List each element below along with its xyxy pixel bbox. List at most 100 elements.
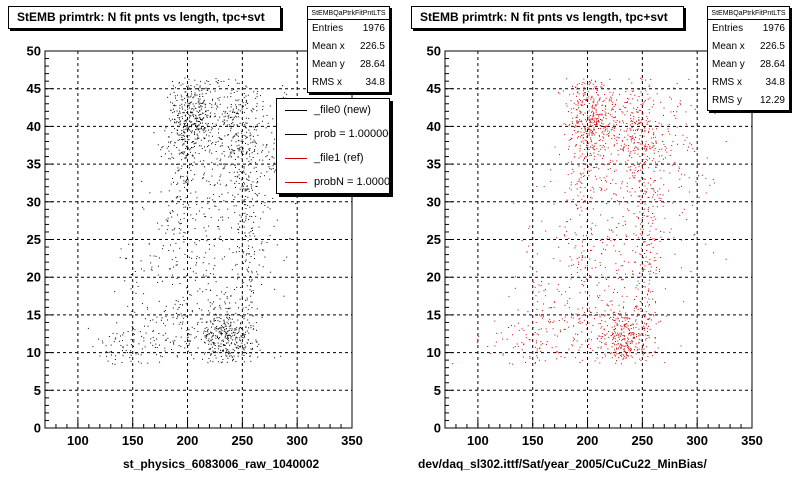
data-point xyxy=(259,349,261,351)
data-point xyxy=(609,352,611,354)
data-point xyxy=(568,145,570,147)
data-point xyxy=(240,327,242,328)
data-point xyxy=(578,256,580,258)
data-point xyxy=(141,348,143,350)
data-point xyxy=(604,130,606,132)
data-point xyxy=(638,283,640,285)
data-point xyxy=(625,342,627,344)
data-point xyxy=(536,308,538,310)
data-point xyxy=(252,315,254,317)
data-point xyxy=(244,347,246,349)
data-point xyxy=(576,95,577,97)
data-point xyxy=(660,123,662,125)
data-point xyxy=(632,137,634,139)
data-point xyxy=(289,238,291,240)
data-point xyxy=(685,111,687,113)
data-point xyxy=(199,117,201,119)
data-point xyxy=(596,125,598,127)
data-point xyxy=(218,179,220,181)
data-point xyxy=(621,339,623,341)
data-point xyxy=(186,112,188,114)
data-point xyxy=(586,133,588,135)
data-point xyxy=(252,233,254,235)
data-point xyxy=(581,252,583,254)
data-point xyxy=(533,333,535,335)
data-point xyxy=(114,363,116,365)
data-point xyxy=(636,216,638,218)
data-point xyxy=(221,333,223,335)
data-point xyxy=(194,142,196,144)
data-point xyxy=(283,260,285,262)
data-point xyxy=(190,334,192,336)
data-point xyxy=(537,357,538,359)
data-point xyxy=(165,127,167,129)
data-point xyxy=(656,128,657,130)
data-point xyxy=(620,328,622,330)
data-point xyxy=(209,320,211,322)
data-point xyxy=(605,143,607,145)
data-point xyxy=(610,99,612,101)
data-point xyxy=(536,355,538,357)
data-point xyxy=(544,288,546,290)
data-point xyxy=(608,285,610,287)
data-point xyxy=(243,97,245,99)
data-point xyxy=(627,346,629,348)
data-point xyxy=(138,343,140,345)
data-point xyxy=(635,334,637,336)
data-point xyxy=(585,147,587,148)
data-point xyxy=(204,88,206,90)
data-point xyxy=(683,301,685,303)
data-point xyxy=(658,148,660,150)
data-point xyxy=(206,334,208,335)
data-point xyxy=(236,82,238,84)
data-point xyxy=(578,178,580,180)
data-point xyxy=(725,141,727,142)
data-point xyxy=(214,103,216,105)
data-point xyxy=(673,237,675,239)
data-point xyxy=(653,180,655,181)
data-point xyxy=(187,290,189,292)
data-point xyxy=(219,116,221,118)
data-point xyxy=(173,105,175,107)
data-point xyxy=(254,235,256,237)
data-point xyxy=(579,126,581,128)
data-point xyxy=(223,293,225,295)
data-point xyxy=(206,124,208,126)
data-point xyxy=(176,147,178,148)
data-point xyxy=(216,295,218,297)
data-point xyxy=(196,204,198,205)
data-point xyxy=(583,95,585,97)
data-point xyxy=(190,126,192,128)
data-point xyxy=(205,111,207,113)
data-point xyxy=(200,128,202,130)
data-point xyxy=(645,191,647,193)
data-point xyxy=(208,129,209,131)
data-point xyxy=(634,346,636,348)
data-point xyxy=(652,213,653,214)
data-point xyxy=(645,334,647,336)
data-point xyxy=(255,129,257,131)
data-point xyxy=(629,333,631,335)
data-point xyxy=(193,105,195,107)
data-point xyxy=(566,105,568,107)
data-point xyxy=(212,135,213,137)
data-point xyxy=(186,128,188,130)
data-point xyxy=(635,287,637,289)
data-point xyxy=(223,124,225,126)
data-point xyxy=(644,127,646,129)
data-point xyxy=(643,329,645,331)
data-point xyxy=(224,322,225,324)
data-point xyxy=(577,100,578,102)
data-point xyxy=(214,335,216,337)
data-point xyxy=(647,93,649,95)
data-point xyxy=(153,132,155,134)
data-point xyxy=(628,332,630,334)
data-point xyxy=(601,320,603,321)
data-point xyxy=(233,205,235,207)
data-point xyxy=(564,304,566,306)
data-point xyxy=(236,251,237,253)
data-point xyxy=(641,119,642,121)
data-point xyxy=(581,307,583,309)
data-point xyxy=(205,230,207,232)
data-point xyxy=(195,272,197,274)
